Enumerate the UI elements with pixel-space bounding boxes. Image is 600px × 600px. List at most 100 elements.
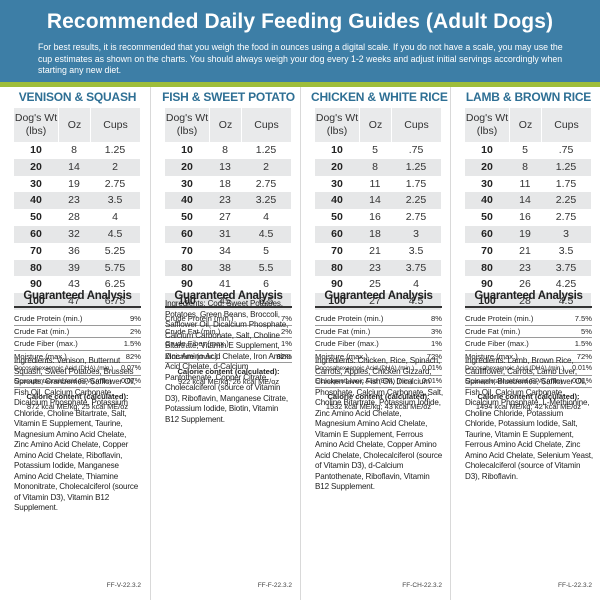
cell-weight: 20: [481, 160, 493, 173]
table-row: 70 21 3.5: [315, 242, 441, 260]
table-row: 40 14 2.25: [465, 192, 591, 210]
analysis-label: Eicosapentaenoic Acid (EPA) (min.): [14, 377, 112, 385]
header-cups: Cups: [391, 108, 441, 142]
table-row: 10 8 1.25: [165, 142, 291, 159]
cell-cups: 4: [263, 211, 269, 224]
food-column: VENISON & SQUASH Dog's Wt (lbs) Oz Cups 10 8 1…: [10, 90, 145, 598]
table-body: 10 8 1.25 20 13 2 30 18 2.75 40 23 3.25 50 27 4 60 31 4.5…: [165, 142, 291, 310]
table-row: 30 19 2.75: [14, 175, 140, 193]
food-column: FISH & SWEET POTATO Dog's Wt (lbs) Oz Cups 1…: [161, 90, 296, 598]
cell-cups: 4: [112, 211, 118, 224]
cell-oz: 14: [369, 194, 381, 207]
analysis-row: Moisture (max.) 72%: [315, 351, 442, 363]
table-row: 50 27 4: [165, 209, 291, 226]
analysis-label: Crude Fat (min.): [465, 326, 521, 336]
cell-oz: 26: [519, 278, 531, 291]
calorie-value: 1532 kcal ME/kg; 43 kcal ME/oz: [325, 402, 432, 411]
cell-cups: 6: [263, 278, 269, 291]
header-weight: Dog's Wt (lbs): [465, 112, 509, 137]
cell-oz: 18: [219, 177, 231, 190]
table-header: Dog's Wt (lbs) Oz Cups: [14, 108, 140, 142]
calorie-value: 922 kcal ME/kg; 26 kcal ME/oz: [177, 377, 280, 386]
product-code: FF-CH-22.3.2: [402, 582, 442, 589]
food-column: LAMB & BROWN RICE Dog's Wt (lbs) Oz Cups 10 5…: [461, 90, 596, 598]
cell-oz: 39: [68, 261, 80, 274]
analysis-row: Crude Fat (min.) 2%: [165, 326, 292, 338]
cell-oz: 19: [68, 177, 80, 190]
analysis-value: 7.5%: [574, 314, 592, 324]
cell-oz: 36: [68, 244, 80, 257]
cell-cups: 1.75: [555, 177, 577, 190]
analysis-value: 3%: [431, 326, 442, 336]
analysis-row: Docosahexaenoic Acid (DHA) (min.) 0.01%: [315, 363, 442, 376]
cell-cups: 6.5: [258, 295, 274, 308]
cell-oz: 25: [369, 278, 381, 291]
table-row: 10 5.75: [465, 142, 591, 159]
analysis-row: Eicosapentaenoic Acid (EPA) (min.) 0.01%: [465, 376, 592, 388]
analysis-label: Moisture (max.): [14, 351, 67, 361]
cell-cups: 3.75: [405, 261, 427, 274]
table-row: 60 31 4.5: [165, 225, 291, 243]
cell-cups: .75: [408, 144, 424, 156]
analysis-row: Crude Protein (min.) 7.5%: [465, 313, 592, 326]
table-header: Dog's Wt (lbs) Oz Cups: [315, 108, 441, 142]
cell-oz: 38: [219, 261, 231, 274]
header-weight: Dog's Wt (lbs): [315, 112, 359, 137]
analysis-row: Crude Fiber (max.) 1%: [315, 338, 442, 351]
analysis-label: Crude Fiber (max.): [315, 339, 379, 349]
header-banner: Recommended Daily Feeding Guides (Adult …: [0, 0, 600, 82]
cell-oz: 5: [372, 144, 378, 156]
cell-cups: 2.25: [405, 194, 427, 207]
column-title: LAMB & BROWN RICE: [465, 90, 592, 104]
cell-oz: 11: [369, 177, 381, 190]
cell-cups: 3.5: [107, 194, 123, 207]
cell-cups: 3: [413, 227, 419, 240]
analysis-label: Eicosapentaenoic Acid (EPA) (min.): [315, 377, 413, 385]
analysis-label: Crude Protein (min.): [315, 314, 384, 324]
cell-weight: 70: [481, 244, 493, 257]
cell-weight: 80: [331, 261, 343, 274]
analysis-value: 9%: [130, 314, 141, 324]
cell-oz: 28: [68, 211, 80, 224]
analysis-value: 7%: [281, 314, 292, 324]
table-row: 10 5.75: [315, 142, 441, 159]
analysis-value: 72%: [576, 351, 592, 361]
feeding-table: Dog's Wt (lbs) Oz Cups 10 5.75 20 8 1.25 30 11 1.7…: [465, 108, 591, 310]
cell-oz: 8: [71, 144, 77, 156]
product-code: FF-V-22.3.2: [106, 582, 141, 589]
column-title: FISH & SWEET POTATO: [162, 90, 295, 104]
cell-cups: 5.5: [258, 261, 274, 274]
table-row: 60 19 3: [465, 225, 591, 243]
analysis-value: 72%: [426, 351, 442, 361]
cell-oz: 16: [369, 211, 381, 224]
analysis-label: Crude Protein (min.): [465, 314, 534, 324]
table-row: 10 8 1.25: [14, 142, 140, 159]
analysis-value: 0.01%: [572, 365, 592, 373]
feeding-table: Dog's Wt (lbs) Oz Cups 10 8 1.25 20 13 2 30 18 2.75…: [165, 108, 291, 310]
analysis-value: 1.5%: [123, 339, 141, 349]
cell-weight: 60: [481, 227, 493, 240]
analysis-value: 0.01%: [422, 365, 442, 373]
analysis-value: 1.5%: [574, 339, 592, 349]
feeding-table: Dog's Wt (lbs) Oz Cups 10 5.75 20 8 1.25 30 11 1.7…: [315, 108, 441, 310]
analysis-label: Docosahexaenoic Acid (DHA) (min.): [465, 365, 564, 373]
cell-weight: 10: [181, 144, 193, 156]
cell-oz: 32: [68, 227, 80, 240]
table-row: 30 11 1.75: [315, 175, 441, 193]
cell-cups: 6.25: [104, 278, 126, 291]
analysis-title: Guaranteed Analysis: [23, 290, 132, 302]
cell-weight: 30: [481, 177, 493, 190]
cell-weight: 90: [181, 278, 193, 291]
table-body: 10 5.75 20 8 1.25 30 11 1.75 40 14 2.25 50 16 2.75 60 1…: [315, 142, 441, 310]
cell-oz: 43: [68, 278, 80, 291]
ingredients-text: Ingredients: Lamb, Brown Rice, Cauliflow…: [465, 356, 593, 481]
analysis-rule: [315, 306, 442, 308]
cell-cups: 4.25: [555, 278, 577, 291]
cell-weight: 100: [27, 295, 45, 308]
cell-oz: 31: [219, 227, 231, 240]
cell-weight: 100: [178, 295, 196, 308]
cell-weight: 40: [30, 194, 42, 207]
cell-oz: 14: [68, 160, 80, 173]
analysis-label: Moisture (max.): [465, 351, 518, 361]
table-row: 50 16 2.75: [315, 209, 441, 226]
